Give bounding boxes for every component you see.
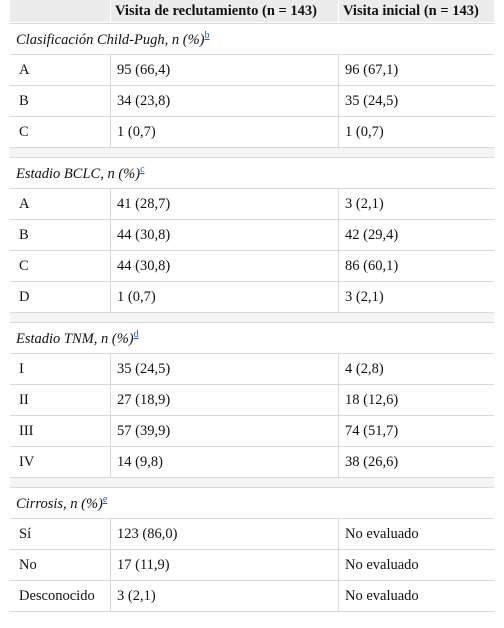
header-inicial: Visita inicial (n = 143): [338, 0, 494, 23]
spacer-cell: [10, 478, 494, 488]
row-reclutamiento: 57 (39,9): [110, 416, 338, 447]
row-reclutamiento: 3 (2,1): [110, 581, 338, 612]
row-reclutamiento: 44 (30,8): [110, 220, 338, 251]
section-title: Estadio TNM, n (%): [16, 330, 134, 347]
row-reclutamiento: 123 (86,0): [110, 519, 338, 550]
row-reclutamiento: 17 (11,9): [110, 550, 338, 581]
section-title: Cirrosis, n (%): [16, 495, 103, 512]
row-label: Sí: [10, 519, 110, 550]
row-label: IV: [10, 447, 110, 478]
row-label: No: [10, 550, 110, 581]
row-inicial: No evaluado: [338, 550, 494, 581]
section-title-cell: Clasificación Child-Pugh, n (%)b: [10, 23, 494, 55]
row-inicial: 38 (26,6): [338, 447, 494, 478]
table-row: Sí 123 (86,0) No evaluado: [10, 519, 494, 550]
footnote-link[interactable]: e: [102, 493, 108, 505]
footnote-link[interactable]: c: [140, 163, 145, 175]
row-label: D: [10, 282, 110, 313]
table-row: C 1 (0,7) 1 (0,7): [10, 117, 494, 148]
table-row: B 44 (30,8) 42 (29,4): [10, 220, 494, 251]
section-header-cirrosis: Cirrosis, n (%)e: [10, 488, 494, 519]
section-spacer: [10, 313, 494, 323]
table-row: B 34 (23,8) 35 (24,5): [10, 86, 494, 117]
row-label: Desconocido: [10, 581, 110, 612]
row-inicial: 35 (24,5): [338, 86, 494, 117]
row-inicial: 3 (2,1): [338, 189, 494, 220]
row-reclutamiento: 35 (24,5): [110, 354, 338, 385]
row-inicial: 1 (0,7): [338, 117, 494, 148]
row-label: A: [10, 55, 110, 86]
table-row: II 27 (18,9) 18 (12,6): [10, 385, 494, 416]
row-inicial: No evaluado: [338, 581, 494, 612]
table-row: III 57 (39,9) 74 (51,7): [10, 416, 494, 447]
section-spacer: [10, 478, 494, 488]
row-inicial: 42 (29,4): [338, 220, 494, 251]
footnote-link[interactable]: d: [133, 328, 139, 340]
row-label: B: [10, 86, 110, 117]
row-inicial: 74 (51,7): [338, 416, 494, 447]
row-label: A: [10, 189, 110, 220]
spacer-cell: [10, 148, 494, 158]
header-row: Visita de reclutamiento (n = 143) Visita…: [10, 0, 494, 23]
row-reclutamiento: 41 (28,7): [110, 189, 338, 220]
results-table: Visita de reclutamiento (n = 143) Visita…: [10, 0, 494, 612]
section-title-cell: Estadio TNM, n (%)d: [10, 323, 494, 354]
footnote-marker: b: [204, 30, 209, 41]
row-label: II: [10, 385, 110, 416]
row-label: C: [10, 251, 110, 282]
footnote-marker: e: [103, 494, 107, 505]
row-reclutamiento: 44 (30,8): [110, 251, 338, 282]
row-reclutamiento: 14 (9,8): [110, 447, 338, 478]
table-row: A 95 (66,4) 96 (67,1): [10, 55, 494, 86]
row-inicial: No evaluado: [338, 519, 494, 550]
row-reclutamiento: 1 (0,7): [110, 282, 338, 313]
table-row: C 44 (30,8) 86 (60,1): [10, 251, 494, 282]
row-inicial: 4 (2,8): [338, 354, 494, 385]
row-inicial: 96 (67,1): [338, 55, 494, 86]
footnote-marker: c: [140, 164, 144, 175]
footnote-link[interactable]: b: [204, 29, 210, 41]
section-header-bclc: Estadio BCLC, n (%)c: [10, 158, 494, 189]
row-reclutamiento: 1 (0,7): [110, 117, 338, 148]
table-row: I 35 (24,5) 4 (2,8): [10, 354, 494, 385]
section-title: Clasificación Child-Pugh, n (%): [16, 31, 205, 48]
table-row: IV 14 (9,8) 38 (26,6): [10, 447, 494, 478]
table-row: No 17 (11,9) No evaluado: [10, 550, 494, 581]
row-inicial: 3 (2,1): [338, 282, 494, 313]
row-reclutamiento: 34 (23,8): [110, 86, 338, 117]
table-row: A 41 (28,7) 3 (2,1): [10, 189, 494, 220]
row-label: III: [10, 416, 110, 447]
spacer-cell: [10, 313, 494, 323]
row-label: B: [10, 220, 110, 251]
header-reclutamiento: Visita de reclutamiento (n = 143): [110, 0, 338, 23]
table-row: Desconocido 3 (2,1) No evaluado: [10, 581, 494, 612]
row-inicial: 86 (60,1): [338, 251, 494, 282]
table-body: Clasificación Child-Pugh, n (%)b A 95 (6…: [10, 23, 494, 612]
section-spacer: [10, 148, 494, 158]
section-title: Estadio BCLC, n (%): [16, 165, 141, 182]
section-header-tnm: Estadio TNM, n (%)d: [10, 323, 494, 354]
row-inicial: 18 (12,6): [338, 385, 494, 416]
section-title-cell: Cirrosis, n (%)e: [10, 488, 494, 519]
row-label: I: [10, 354, 110, 385]
section-header-child-pugh: Clasificación Child-Pugh, n (%)b: [10, 23, 494, 55]
row-label: C: [10, 117, 110, 148]
footnote-marker: d: [134, 329, 139, 340]
table-row: D 1 (0,7) 3 (2,1): [10, 282, 494, 313]
row-reclutamiento: 27 (18,9): [110, 385, 338, 416]
header-empty: [10, 0, 110, 23]
row-reclutamiento: 95 (66,4): [110, 55, 338, 86]
section-title-cell: Estadio BCLC, n (%)c: [10, 158, 494, 189]
